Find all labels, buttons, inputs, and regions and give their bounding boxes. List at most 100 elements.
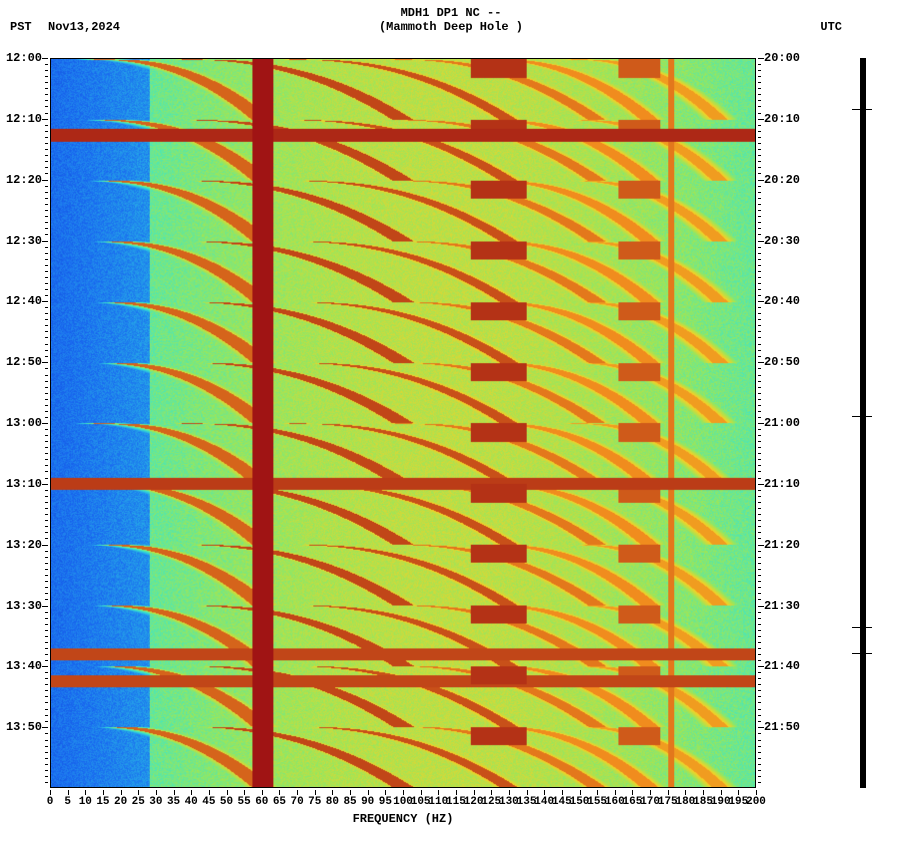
y-tick-minor	[758, 222, 761, 223]
y-tick-minor	[45, 167, 48, 168]
y-tick-minor	[45, 642, 48, 643]
y-tick-minor	[45, 137, 48, 138]
y-tick-minor	[45, 94, 48, 95]
amplitude-marker	[852, 627, 872, 628]
x-tick	[50, 790, 51, 795]
y-tick-label: 20:20	[764, 174, 800, 186]
amplitude-marker	[852, 416, 872, 417]
x-tick-label: 5	[64, 796, 71, 808]
x-tick	[544, 790, 545, 795]
y-tick-label: 12:30	[6, 235, 42, 247]
y-tick-minor	[758, 228, 761, 229]
y-tick-minor	[758, 167, 761, 168]
y-tick-minor	[758, 265, 761, 266]
station-subtitle: (Mammoth Deep Hole )	[379, 20, 523, 34]
y-tick-minor	[758, 453, 761, 454]
y-tick-minor	[45, 259, 48, 260]
y-tick-label: 21:30	[764, 600, 800, 612]
y-tick-minor	[45, 70, 48, 71]
y-tick-label: 13:20	[6, 539, 42, 551]
y-tick-minor	[45, 216, 48, 217]
y-tick-minor	[758, 350, 761, 351]
y-tick-minor	[45, 660, 48, 661]
x-tick	[509, 790, 510, 795]
y-tick-label: 20:30	[764, 235, 800, 247]
timezone-left: PST	[10, 20, 32, 34]
y-tick-minor	[45, 210, 48, 211]
y-tick-minor	[758, 508, 761, 509]
y-tick-minor	[758, 526, 761, 527]
y-tick-minor	[758, 441, 761, 442]
date-label: Nov13,2024	[48, 20, 120, 34]
y-tick-minor	[45, 496, 48, 497]
y-tick-label: 21:50	[764, 721, 800, 733]
x-tick	[385, 790, 386, 795]
x-tick	[262, 790, 263, 795]
y-tick-minor	[45, 514, 48, 515]
y-tick-minor	[758, 520, 761, 521]
y-tick-minor	[45, 538, 48, 539]
y-tick-minor	[45, 733, 48, 734]
y-tick-minor	[45, 149, 48, 150]
y-tick-minor	[45, 295, 48, 296]
y-tick-minor	[758, 186, 761, 187]
y-tick-minor	[758, 490, 761, 491]
y-tick-minor	[45, 575, 48, 576]
amplitude-marker	[852, 109, 872, 110]
x-tick-label: 50	[220, 796, 233, 808]
y-tick-minor	[758, 307, 761, 308]
y-tick-minor	[758, 143, 761, 144]
y-tick-minor	[758, 660, 761, 661]
y-tick-minor	[758, 289, 761, 290]
y-tick-minor	[758, 356, 761, 357]
y-tick-minor	[758, 636, 761, 637]
y-tick-minor	[45, 429, 48, 430]
y-tick-minor	[45, 776, 48, 777]
y-tick-major	[42, 241, 48, 242]
y-tick-label: 21:10	[764, 478, 800, 490]
y-tick-minor	[758, 715, 761, 716]
y-tick-minor	[45, 563, 48, 564]
y-tick-minor	[45, 228, 48, 229]
y-tick-minor	[758, 563, 761, 564]
y-axis-left-pst: 12:0012:1012:2012:3012:4012:5013:0013:10…	[0, 58, 48, 788]
y-tick-minor	[758, 247, 761, 248]
x-tick	[227, 790, 228, 795]
y-tick-minor	[758, 198, 761, 199]
y-tick-minor	[45, 770, 48, 771]
x-tick	[738, 790, 739, 795]
y-tick-minor	[758, 368, 761, 369]
y-tick-minor	[758, 684, 761, 685]
x-tick	[244, 790, 245, 795]
y-tick-minor	[758, 137, 761, 138]
y-tick-minor	[758, 587, 761, 588]
x-tick	[703, 790, 704, 795]
y-tick-minor	[758, 331, 761, 332]
y-tick-minor	[758, 271, 761, 272]
y-tick-minor	[758, 337, 761, 338]
y-tick-minor	[45, 581, 48, 582]
y-tick-label: 21:40	[764, 660, 800, 672]
y-tick-minor	[45, 350, 48, 351]
y-tick-minor	[45, 368, 48, 369]
x-tick-label: 25	[132, 796, 145, 808]
y-tick-minor	[45, 234, 48, 235]
amplitude-marker	[852, 653, 872, 654]
y-tick-minor	[45, 782, 48, 783]
y-tick-minor	[45, 715, 48, 716]
y-tick-minor	[45, 76, 48, 77]
y-tick-minor	[45, 399, 48, 400]
x-tick	[138, 790, 139, 795]
y-tick-minor	[758, 125, 761, 126]
y-tick-minor	[758, 64, 761, 65]
x-tick-label: 65	[273, 796, 286, 808]
y-tick-minor	[758, 405, 761, 406]
x-axis-title: FREQUENCY (HZ)	[50, 812, 756, 826]
x-tick-label: 95	[379, 796, 392, 808]
y-tick-minor	[758, 551, 761, 552]
y-tick-minor	[758, 630, 761, 631]
y-tick-label: 20:00	[764, 52, 800, 64]
x-tick	[756, 790, 757, 795]
x-tick-label: 20	[114, 796, 127, 808]
y-tick-minor	[758, 593, 761, 594]
